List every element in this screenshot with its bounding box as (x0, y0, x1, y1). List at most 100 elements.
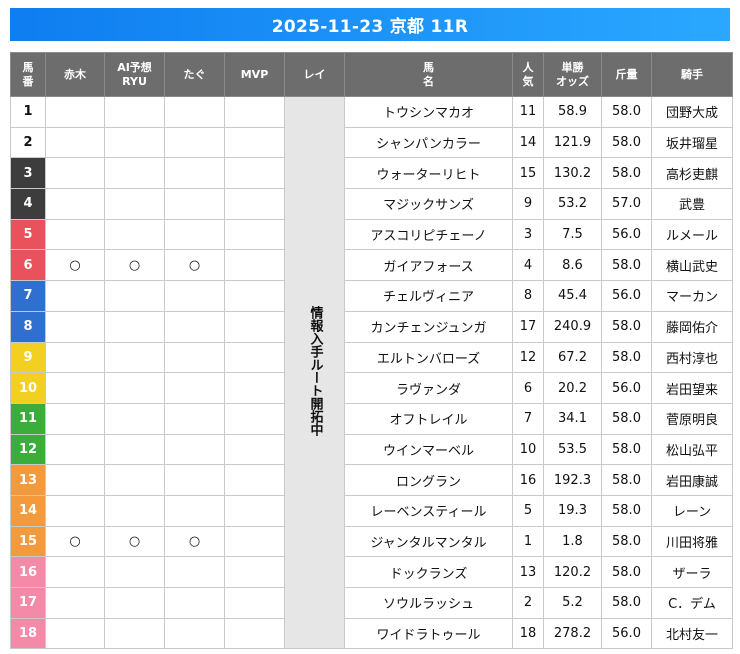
horse-number: 7 (10, 280, 46, 312)
table-row: 9 エルトンバローズ 12 67.2 58.0 西村淳也 (10, 341, 733, 374)
table-row: 18 ワイドラトゥール 18 278.2 56.0 北村友一 (10, 617, 733, 650)
win-odds: 1.8 (543, 525, 602, 558)
mvp-mark (224, 249, 285, 282)
header-umaban: 馬 番 (10, 52, 46, 97)
win-odds: 192.3 (543, 464, 602, 496)
carried-weight: 58.0 (601, 341, 652, 374)
carried-weight: 58.0 (601, 402, 652, 435)
horse-name: カンチェンジュンガ (344, 310, 513, 343)
ai-ryu-mark (104, 188, 165, 220)
popularity: 8 (512, 280, 544, 312)
tagu-mark (164, 587, 225, 619)
akagi-mark (45, 188, 105, 220)
tagu-mark: ○ (164, 525, 225, 558)
win-odds: 53.2 (543, 188, 602, 220)
popularity: 6 (512, 372, 544, 404)
popularity: 9 (512, 188, 544, 220)
horse-number: 17 (10, 587, 46, 619)
mvp-mark (224, 433, 285, 466)
horse-name: ワイドラトゥール (344, 617, 513, 650)
horse-number: 6 (10, 249, 46, 282)
horse-number: 2 (10, 126, 46, 159)
tagu-mark (164, 310, 225, 343)
mvp-mark (224, 587, 285, 619)
horse-number: 8 (10, 310, 46, 343)
ai-ryu-mark (104, 372, 165, 404)
carried-weight: 57.0 (601, 188, 652, 220)
ai-ryu-mark (104, 341, 165, 374)
ai-ryu-mark (104, 494, 165, 527)
akagi-mark (45, 494, 105, 527)
popularity: 15 (512, 157, 544, 190)
popularity: 7 (512, 402, 544, 435)
carried-weight: 56.0 (601, 218, 652, 251)
popularity: 3 (512, 218, 544, 251)
jockey-name: 横山武史 (651, 249, 733, 282)
mvp-mark (224, 96, 285, 128)
tagu-mark: ○ (164, 249, 225, 282)
horse-name: ウインマーベル (344, 433, 513, 466)
tagu-mark (164, 433, 225, 466)
horse-number: 4 (10, 188, 46, 220)
akagi-mark (45, 218, 105, 251)
ai-ryu-mark (104, 587, 165, 619)
horse-number: 15 (10, 525, 46, 558)
rei-note-text: 情報入手ルート開拓中 (307, 305, 323, 436)
jockey-name: 武豊 (651, 188, 733, 220)
horse-name: オフトレイル (344, 402, 513, 435)
horse-name: ウォーターリヒト (344, 157, 513, 190)
popularity: 16 (512, 464, 544, 496)
table-row: 8 カンチェンジュンガ 17 240.9 58.0 藤岡佑介 (10, 310, 733, 343)
tagu-mark (164, 402, 225, 435)
horse-name: トウシンマカオ (344, 96, 513, 128)
tagu-mark (164, 157, 225, 190)
horse-number: 3 (10, 157, 46, 190)
tagu-mark (164, 556, 225, 588)
win-odds: 8.6 (543, 249, 602, 282)
win-odds: 130.2 (543, 157, 602, 190)
popularity: 18 (512, 617, 544, 650)
carried-weight: 58.0 (601, 587, 652, 619)
carried-weight: 58.0 (601, 249, 652, 282)
akagi-mark: ○ (45, 249, 105, 282)
popularity: 13 (512, 556, 544, 588)
akagi-mark: ○ (45, 525, 105, 558)
ai-ryu-mark (104, 433, 165, 466)
horse-number: 9 (10, 341, 46, 374)
horse-name: アスコリピチェーノ (344, 218, 513, 251)
popularity: 1 (512, 525, 544, 558)
mvp-mark (224, 157, 285, 190)
jockey-name: 団野大成 (651, 96, 733, 128)
horse-name: シャンパンカラー (344, 126, 513, 159)
popularity: 17 (512, 310, 544, 343)
popularity: 5 (512, 494, 544, 527)
akagi-mark (45, 96, 105, 128)
win-odds: 58.9 (543, 96, 602, 128)
table-row: 13 ロングラン 16 192.3 58.0 岩田康誠 (10, 464, 733, 496)
table-row: 14 レーベンスティール 5 19.3 58.0 レーン (10, 494, 733, 527)
carried-weight: 58.0 (601, 157, 652, 190)
header-tagu: たぐ (164, 52, 225, 97)
header-horse-name: 馬 名 (344, 52, 513, 97)
table-row: 10 ラヴァンダ 6 20.2 56.0 岩田望来 (10, 372, 733, 404)
carried-weight: 56.0 (601, 280, 652, 312)
popularity: 10 (512, 433, 544, 466)
popularity: 11 (512, 96, 544, 128)
carried-weight: 56.0 (601, 372, 652, 404)
ai-ryu-mark (104, 402, 165, 435)
header-weight: 斤量 (601, 52, 652, 97)
table-row: 1 情報入手ルート開拓中 トウシンマカオ 11 58.9 58.0 団野大成 (10, 95, 733, 650)
jockey-name: 川田将雅 (651, 525, 733, 558)
horse-number: 12 (10, 433, 46, 466)
win-odds: 20.2 (543, 372, 602, 404)
akagi-mark (45, 157, 105, 190)
tagu-mark (164, 280, 225, 312)
akagi-mark (45, 372, 105, 404)
win-odds: 120.2 (543, 556, 602, 588)
horse-number: 16 (10, 556, 46, 588)
mvp-mark (224, 218, 285, 251)
tagu-mark (164, 188, 225, 220)
horse-name: チェルヴィニア (344, 280, 513, 312)
header-ai-ryu: AI予想 RYU (104, 52, 165, 97)
